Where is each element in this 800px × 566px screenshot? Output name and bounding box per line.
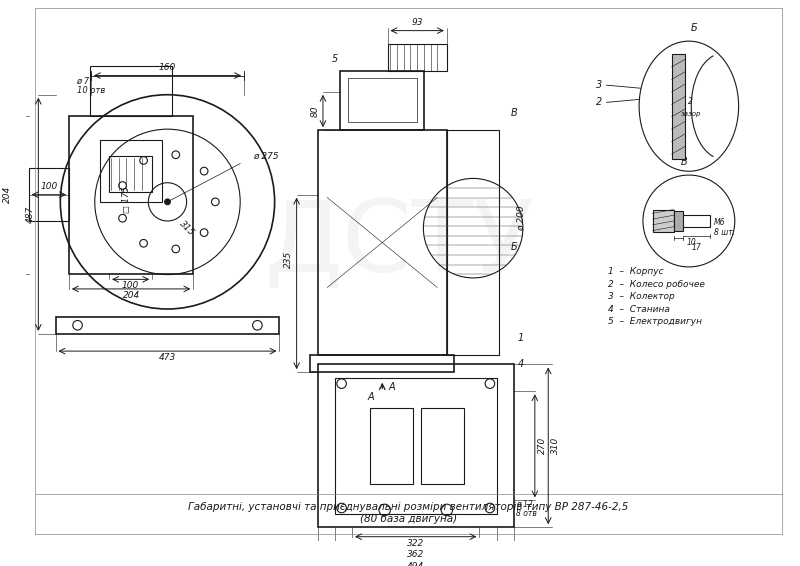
Text: Б: Б [511, 242, 518, 252]
Text: Габаритні, установчі та приєднувальні розміри вентиляторів типу ВР 287-46-2,5: Габаритні, установчі та приєднувальні ро… [188, 502, 629, 512]
Bar [370, 408, 414, 484]
Text: 93: 93 [411, 19, 423, 28]
Circle shape [165, 199, 170, 205]
Text: 2: 2 [596, 97, 602, 108]
Text: 10: 10 [687, 238, 697, 247]
Text: ø 12: ø 12 [516, 500, 533, 509]
Text: 3: 3 [596, 80, 602, 90]
Text: 5  –  Електродвигун: 5 – Електродвигун [607, 317, 702, 326]
Bar [310, 355, 454, 372]
Bar [674, 215, 710, 227]
Text: 1: 1 [518, 333, 524, 342]
Bar [348, 79, 417, 122]
Bar [55, 316, 279, 334]
Text: 80: 80 [310, 105, 320, 117]
Bar [340, 71, 424, 130]
Bar [335, 378, 497, 514]
Bar [109, 156, 152, 192]
Bar [672, 54, 685, 159]
Text: ø 7: ø 7 [77, 77, 90, 86]
Bar [318, 130, 447, 355]
Text: A: A [367, 392, 374, 402]
Bar [29, 168, 69, 221]
Text: 3  –  Колектор: 3 – Колектор [607, 292, 674, 301]
Text: 310: 310 [551, 437, 560, 454]
Bar [653, 209, 674, 233]
Bar [99, 140, 162, 202]
Text: 5: 5 [332, 54, 338, 65]
Text: Б: Б [690, 23, 697, 33]
Text: ø 275: ø 275 [254, 152, 279, 160]
Text: A: A [389, 383, 395, 392]
Text: 2: 2 [688, 97, 694, 106]
Text: 2  –  Колесо робочее: 2 – Колесо робочее [607, 280, 705, 289]
Text: 362: 362 [407, 550, 424, 559]
Text: В: В [681, 157, 687, 166]
Text: 100: 100 [122, 281, 138, 290]
Text: (80 база двигуна): (80 база двигуна) [360, 514, 457, 525]
Text: В: В [511, 108, 518, 118]
Bar [318, 365, 514, 527]
Text: 1  –  Корпус: 1 – Корпус [607, 267, 663, 276]
Bar [421, 408, 464, 484]
Bar [447, 130, 499, 355]
Text: 4: 4 [518, 359, 524, 370]
Bar [69, 116, 194, 273]
Text: 10 отв: 10 отв [77, 87, 105, 96]
Ellipse shape [639, 41, 738, 171]
Text: ø 200: ø 200 [517, 206, 526, 231]
Text: 487: 487 [26, 205, 35, 223]
Text: 473: 473 [159, 353, 176, 362]
Text: 322: 322 [407, 539, 424, 548]
Bar [674, 212, 683, 230]
Text: 4  –  Станина: 4 – Станина [607, 305, 670, 314]
Text: М6: М6 [714, 218, 726, 228]
Text: 315: 315 [178, 220, 196, 238]
Text: 8 отв: 8 отв [516, 509, 537, 518]
Text: 17: 17 [692, 243, 702, 252]
Text: зазор: зазор [681, 111, 701, 117]
Text: 494: 494 [407, 562, 424, 566]
Bar [90, 66, 172, 116]
Text: 8 шт.: 8 шт. [714, 228, 735, 237]
Text: □ 175: □ 175 [122, 186, 131, 213]
Bar [387, 44, 447, 71]
Text: 235: 235 [283, 251, 293, 268]
Text: 204: 204 [3, 186, 12, 203]
Text: 204: 204 [122, 291, 140, 300]
Text: ДСТУ: ДСТУ [264, 196, 534, 293]
Text: 160: 160 [159, 63, 176, 72]
Ellipse shape [643, 175, 734, 267]
Text: 270: 270 [538, 437, 547, 454]
Text: 100: 100 [40, 182, 58, 191]
